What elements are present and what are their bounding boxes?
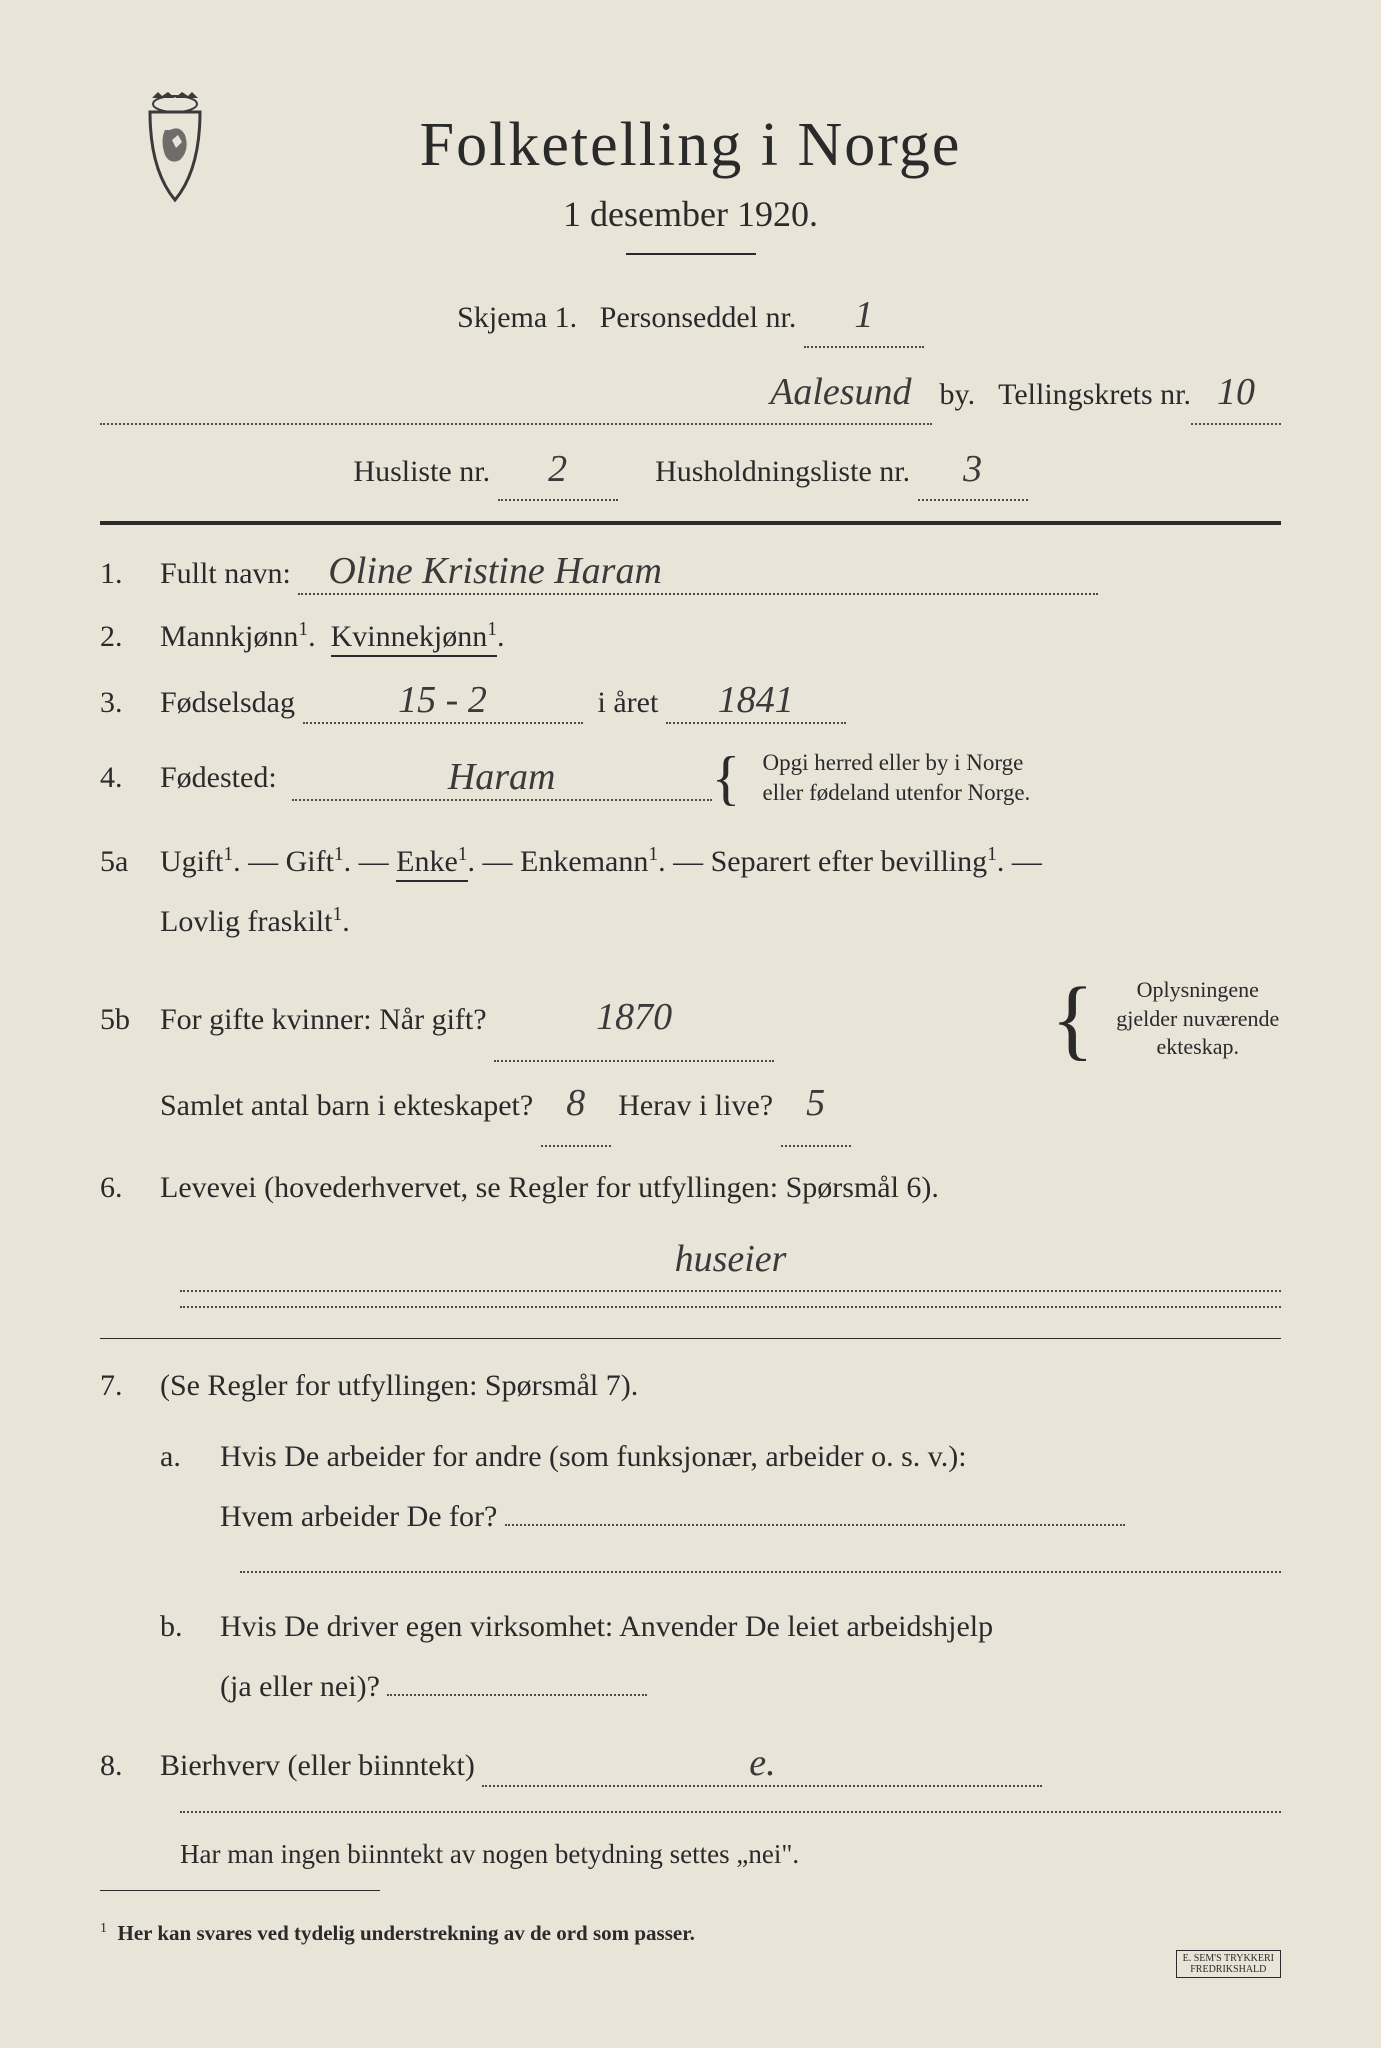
bottom-note: Har man ingen biinntekt av nogen betydni… bbox=[180, 1833, 1281, 1876]
enke-selected: Enke1 bbox=[396, 845, 467, 882]
printer-mark: E. SEM'S TRYKKERI FREDRIKSHALD bbox=[1176, 1950, 1281, 1978]
header-rule bbox=[100, 521, 1281, 525]
page-title: Folketelling i Norge bbox=[100, 110, 1281, 181]
fodselsdag: 15 - 2 bbox=[303, 678, 583, 724]
herav-live: 5 bbox=[781, 1062, 851, 1148]
nar-gift: 1870 bbox=[494, 976, 774, 1062]
question-7a: a. Hvis De arbeider for andre (som funks… bbox=[160, 1427, 1281, 1547]
question-7: 7. (Se Regler for utfyllingen: Spørsmål … bbox=[100, 1369, 1281, 1403]
question-5b: 5b For gifte kvinner: Når gift? 1870 Sam… bbox=[100, 976, 1281, 1147]
levevei-value-line: huseier bbox=[180, 1229, 1281, 1292]
title-rule bbox=[626, 253, 756, 255]
q8-line2 bbox=[180, 1811, 1281, 1813]
by-value: Aalesund bbox=[100, 362, 932, 425]
footnote-rule bbox=[100, 1890, 380, 1891]
mid-rule bbox=[100, 1338, 1281, 1339]
form-line-husliste: Husliste nr. 2 Husholdningsliste nr. 3 bbox=[100, 439, 1281, 502]
q6-line2 bbox=[180, 1306, 1281, 1308]
form-line-by: Aalesund by. Tellingskrets nr. 10 bbox=[100, 362, 1281, 425]
footnote: 1 Her kan svares ved tydelig understrekn… bbox=[100, 1921, 1281, 1946]
question-1: 1. Fullt navn: Oline Kristine Haram bbox=[100, 549, 1281, 595]
question-4: 4. Fødested: Haram { Opgi herred eller b… bbox=[100, 748, 1281, 808]
tellingskrets-nr: 10 bbox=[1191, 362, 1281, 425]
page-subtitle: 1 desember 1920. bbox=[100, 193, 1281, 235]
question-5a: 5a Ugift1. — Gift1. — Enke1. — Enkemann1… bbox=[100, 832, 1281, 952]
question-2: 2. Mannkjønn1. Kvinnekjønn1. bbox=[100, 619, 1281, 654]
fodested: Haram bbox=[292, 755, 712, 801]
personseddel-nr: 1 bbox=[804, 285, 924, 348]
bierhverv: e. bbox=[482, 1741, 1042, 1787]
question-6: 6. Levevei (hovederhvervet, se Regler fo… bbox=[100, 1171, 1281, 1205]
form-line-skjema: Skjema 1. Personseddel nr. 1 bbox=[100, 285, 1281, 348]
antal-barn: 8 bbox=[541, 1062, 611, 1148]
question-3: 3. Fødselsdag 15 - 2 i året 1841 bbox=[100, 678, 1281, 724]
fullt-navn: Oline Kristine Haram bbox=[298, 549, 1098, 595]
q7a-line2 bbox=[240, 1571, 1281, 1573]
question-8: 8. Bierhverv (eller biinntekt) e. bbox=[100, 1741, 1281, 1787]
coat-of-arms-icon bbox=[130, 90, 220, 210]
fodselsar: 1841 bbox=[666, 678, 846, 724]
kvinnekjonn-selected: Kvinnekjønn1 bbox=[331, 620, 497, 657]
levevei: huseier bbox=[180, 1229, 1281, 1292]
note-5b: Oplysningene gjelder nuværende ekteskap. bbox=[1102, 976, 1279, 1062]
question-7b: b. Hvis De driver egen virksomhet: Anven… bbox=[160, 1597, 1281, 1717]
husholdningsliste-nr: 3 bbox=[918, 439, 1028, 502]
husliste-nr: 2 bbox=[498, 439, 618, 502]
